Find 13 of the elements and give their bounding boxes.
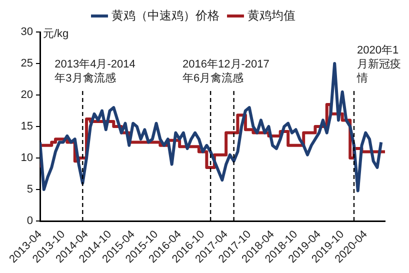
y-tick-label: 20 xyxy=(20,89,33,102)
y-tick-label: 30 xyxy=(20,26,33,38)
y-tick-label: 15 xyxy=(20,120,33,133)
y-tick-label: 25 xyxy=(20,58,33,70)
ref-line-label: 2016年12月-2017年6月禽流感 xyxy=(182,58,270,85)
y-tick-label: 0 xyxy=(26,215,33,228)
y-tick-label: 10 xyxy=(20,152,33,164)
legend-label: 黄鸡（中速鸡）价格 xyxy=(112,8,220,22)
ref-line-label: 2020年1月新冠疫情 xyxy=(356,44,401,85)
ref-line-label: 2013年4月-2014年3月禽流感 xyxy=(54,58,136,85)
y-tick-label: 5 xyxy=(26,184,33,196)
legend-label: 黄鸡均值 xyxy=(248,8,296,22)
y-axis-title: 元/kg xyxy=(43,28,69,40)
